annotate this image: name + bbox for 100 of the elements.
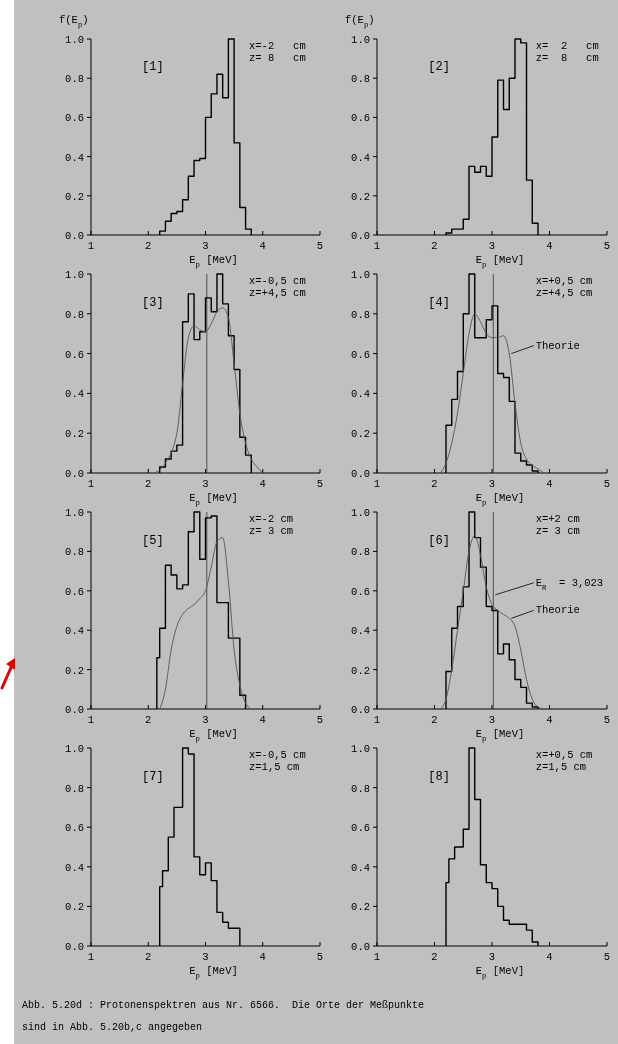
x-tick-label: 3: [202, 951, 209, 963]
y-tick-label: 0.0: [65, 941, 84, 953]
x-tick-label: 5: [316, 714, 324, 726]
x-tick-label: 3: [488, 240, 496, 252]
y-tick-label: 0.4: [351, 861, 370, 874]
y-tick-label: 0.4: [65, 388, 84, 401]
x-tick-label: 5: [603, 240, 611, 252]
x-tick-label: 3: [202, 714, 209, 726]
x-tick-label: 3: [488, 478, 496, 490]
y-tick-label: 0.8: [65, 308, 84, 321]
y-tick-label: 0.0: [65, 468, 84, 480]
y-tick-label: 0.8: [351, 546, 370, 559]
y-tick-label: 1.0: [65, 34, 84, 46]
caption: Abb. 5.20d : Protonenspektren aus Nr. 6566. Die Orte der Meßpunkte: [22, 1000, 425, 1011]
annotation: x=-0,5 cm: [249, 749, 306, 761]
x-tick-label: 4: [259, 478, 266, 490]
x-tick-label: 1: [87, 240, 95, 252]
annotation: z=+4,5 cm: [249, 287, 306, 299]
x-tick-label: 4: [259, 714, 266, 726]
y-tick-label: 0.0: [351, 941, 370, 953]
annotation: z= 3 cm: [535, 525, 580, 537]
y-tick-label: 0.8: [65, 782, 84, 795]
x-tick-label: 1: [87, 951, 95, 963]
text: [2]: [428, 60, 450, 75]
y-tick-label: 0.4: [65, 151, 84, 164]
annotation: z= 8 cm: [535, 52, 599, 64]
annotation: x=+0,5 cm: [535, 275, 593, 287]
x-axis-title: E$_{p}$ [MeV]: [475, 965, 525, 980]
y-tick-label: 0.2: [351, 190, 370, 203]
annotation: z=1,5 cm: [249, 761, 300, 773]
x-tick-label: 4: [546, 714, 553, 726]
x-tick-label: 2: [145, 478, 152, 490]
annotation: z= 8 cm: [249, 52, 306, 64]
x-tick-label: 5: [603, 478, 611, 490]
y-tick-label: 1.0: [65, 743, 84, 755]
x-tick-label: 5: [603, 951, 611, 963]
x-axis-title: E$_{p}$ [MeV]: [189, 492, 238, 507]
x-tick-label: 4: [259, 951, 266, 963]
annotation: z=1,5 cm: [535, 761, 587, 773]
y-tick-label: 0.8: [351, 782, 370, 795]
y-tick-label: 0.4: [65, 625, 84, 638]
x-tick-label: 3: [202, 240, 209, 252]
x-axis-title: E$_{p}$ [MeV]: [189, 728, 238, 743]
y-tick-label: 0.0: [351, 704, 370, 716]
x-tick-label: 1: [373, 714, 381, 726]
x-tick-label: 5: [316, 240, 324, 252]
x-tick-label: 4: [546, 951, 553, 963]
text: Theorie: [535, 339, 580, 352]
x-tick-label: 5: [603, 714, 611, 726]
x-tick-label: 2: [145, 240, 152, 252]
y-tick-label: 0.2: [65, 190, 84, 203]
annotation: x=-2 cm: [249, 40, 306, 52]
y-tick-label: 0.8: [351, 308, 370, 321]
x-axis-title: E$_{p}$ [MeV]: [189, 254, 238, 269]
annotation: x=-0,5 cm: [249, 275, 306, 287]
y-tick-label: 0.6: [351, 348, 370, 361]
annotation: x=+0,5 cm: [535, 749, 593, 761]
x-tick-label: 1: [373, 240, 381, 252]
x-tick-label: 3: [488, 714, 496, 726]
text: [7]: [142, 769, 164, 784]
x-tick-label: 5: [316, 951, 324, 963]
y-tick-label: 0.2: [65, 901, 84, 914]
y-tick-label: 0.2: [351, 664, 370, 677]
x-axis-title: E$_{p}$ [MeV]: [189, 965, 238, 980]
y-tick-label: 1.0: [351, 34, 370, 46]
y-axis-title: f(E$_{p}$): [345, 14, 375, 29]
y-tick-label: 0.6: [351, 585, 370, 598]
y-tick-label: 0.2: [65, 428, 84, 441]
y-tick-label: 0.8: [351, 73, 370, 86]
x-tick-label: 3: [488, 951, 496, 963]
x-axis-title: E$_{p}$ [MeV]: [475, 728, 525, 743]
y-tick-label: 1.0: [351, 743, 370, 755]
text: [6]: [428, 533, 450, 548]
y-tick-label: 0.2: [65, 664, 84, 677]
y-tick-label: 0.4: [65, 861, 84, 874]
x-tick-label: 1: [373, 951, 381, 963]
y-tick-label: 0.6: [65, 112, 84, 125]
y-tick-label: 1.0: [351, 269, 370, 281]
y-tick-label: 0.2: [351, 901, 370, 914]
x-tick-label: 1: [373, 478, 381, 490]
y-tick-label: 0.0: [351, 230, 370, 242]
text: [1]: [142, 60, 164, 75]
x-axis-title: E$_{p}$ [MeV]: [475, 492, 525, 507]
x-tick-label: 2: [431, 240, 438, 252]
x-tick-label: 4: [259, 240, 266, 252]
y-tick-label: 1.0: [65, 269, 84, 281]
annotation: z=+4,5 cm: [535, 287, 593, 299]
x-tick-label: 1: [87, 714, 95, 726]
y-tick-label: 0.0: [65, 704, 84, 716]
text: Theorie: [535, 604, 580, 617]
x-tick-label: 3: [202, 478, 209, 490]
x-tick-label: 2: [431, 714, 438, 726]
x-tick-label: 4: [546, 478, 553, 490]
y-tick-label: 0.0: [65, 230, 84, 242]
x-axis-title: E$_{p}$ [MeV]: [475, 254, 525, 269]
x-tick-label: 2: [431, 478, 438, 490]
text: sind in Abb. 5.20b,c angegeben: [22, 1022, 203, 1033]
y-axis-title: f(E$_{p}$): [59, 14, 89, 29]
text: [5]: [142, 533, 164, 548]
y-tick-label: 1.0: [351, 507, 370, 519]
